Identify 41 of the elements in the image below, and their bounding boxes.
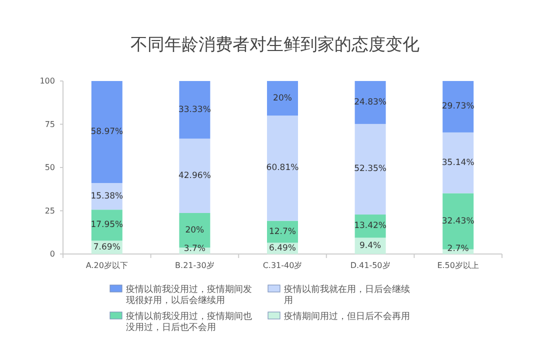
data-label: 17.95% — [90, 220, 124, 230]
data-label: 20% — [185, 225, 204, 236]
bar — [179, 138, 210, 213]
y-tick-label: 25 — [44, 206, 55, 216]
bar — [267, 116, 298, 221]
data-label: 20% — [273, 93, 292, 104]
y-tick-label: 75 — [44, 120, 55, 129]
data-label: 2.7% — [447, 244, 469, 254]
y-tick-label: 100 — [40, 76, 55, 86]
data-label: 3.7% — [184, 244, 206, 254]
legend-label: 疫情期间用过，但日后不会再用 — [284, 311, 410, 322]
data-label: 15.38% — [90, 191, 124, 202]
data-label: 9.4% — [359, 240, 382, 251]
data-label: 60.81% — [266, 163, 299, 174]
data-label: 7.69% — [93, 242, 120, 252]
bar — [91, 210, 122, 241]
data-label: 52.35% — [354, 164, 387, 174]
y-tick-label: 50 — [44, 163, 55, 172]
bar — [354, 81, 386, 124]
x-tick-label: C.31-40岁 — [262, 261, 302, 270]
x-tick-label: D.41-50岁 — [350, 261, 390, 270]
bar — [442, 132, 474, 194]
data-label: 6.49% — [268, 243, 296, 254]
data-label: 24.83% — [354, 97, 387, 108]
data-label: 33.33% — [178, 104, 211, 115]
x-tick-label: B.21-30岁 — [175, 261, 214, 270]
bar — [179, 81, 210, 139]
bar — [91, 81, 122, 184]
y-tick-label: 0 — [50, 250, 55, 258]
data-label: 42.96% — [178, 170, 211, 181]
data-label: 13.42% — [354, 221, 387, 232]
chart-title: 不同年龄消费者对生鲜到家的态度变化 — [130, 35, 420, 55]
legend-label: 疫情以前我没用过，疫情期间也没用过，日后也不会用 — [126, 311, 252, 333]
legend-label: 疫情以前我没用过，疫情期间发现很好用，以后会继续用 — [126, 284, 252, 306]
x-tick-label: E.50岁以上 — [437, 261, 479, 270]
bar — [267, 81, 298, 116]
legend-label: 疫情以前我就在用，日后会继续用 — [284, 284, 410, 306]
x-tick-label: A.20岁以下 — [86, 261, 128, 270]
bar — [354, 124, 386, 215]
data-label: 35.14% — [442, 158, 474, 168]
data-label: 12.7% — [268, 226, 296, 237]
